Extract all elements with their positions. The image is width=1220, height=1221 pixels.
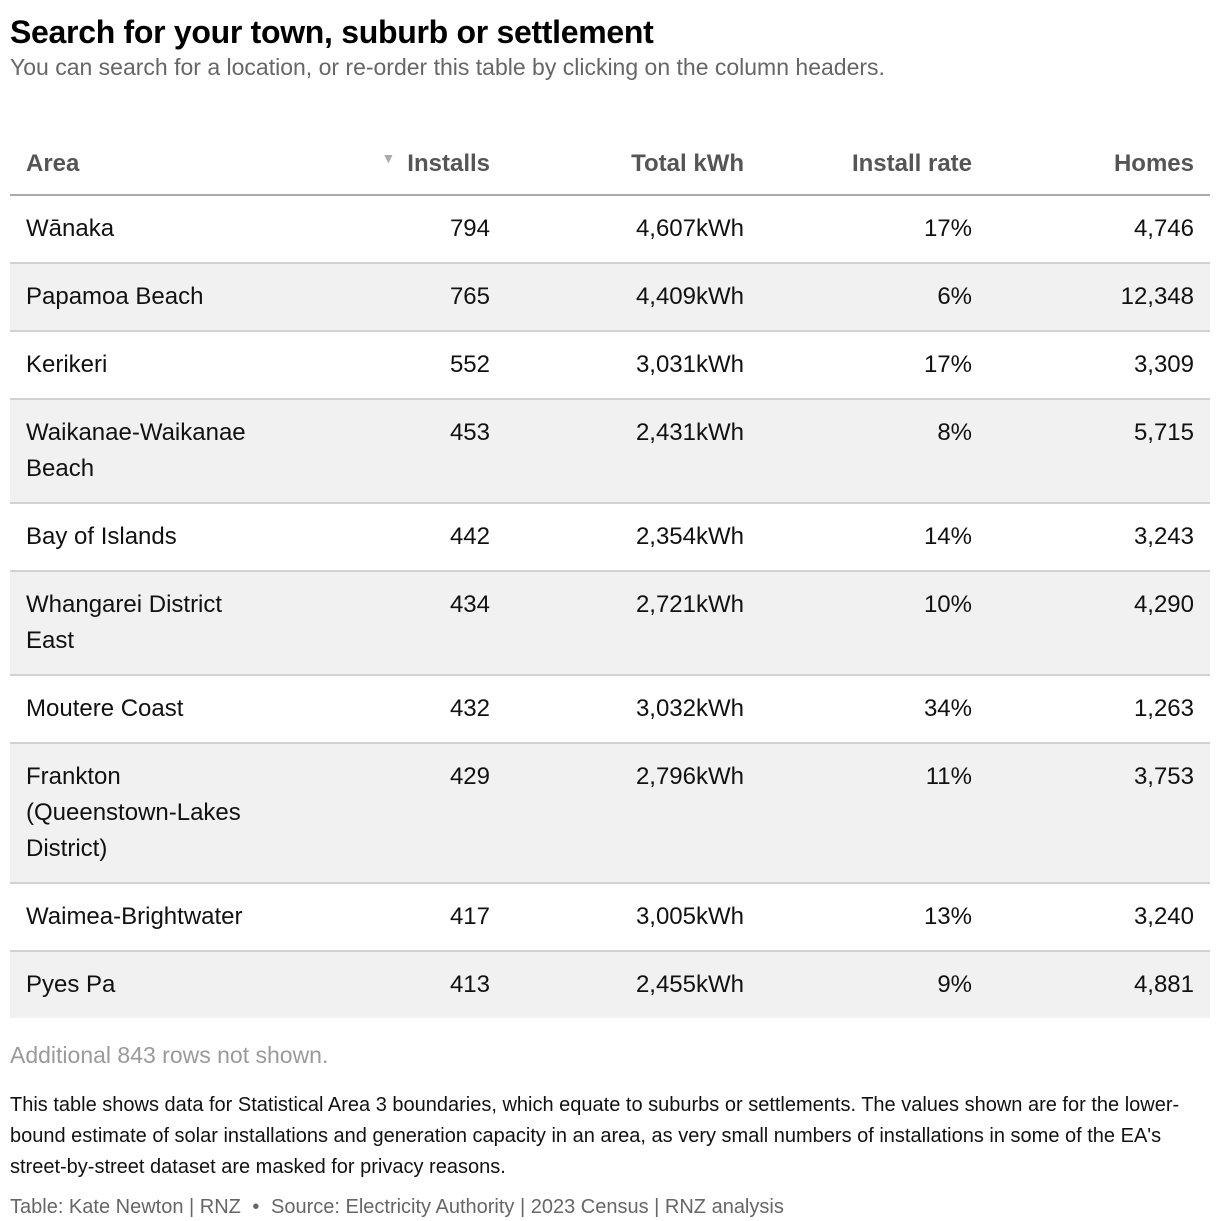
column-header-installs[interactable]: ▼ Installs (280, 134, 506, 196)
cell-install-rate: 9% (760, 951, 988, 1018)
cell-area: Wānaka (10, 195, 280, 264)
source-line: Table: Kate Newton | RNZ • Source: Elect… (10, 1193, 1210, 1221)
cell-install-rate: 14% (760, 503, 988, 572)
cell-total-kwh: 2,796kWh (506, 743, 760, 884)
cell-installs: 432 (280, 675, 506, 744)
cell-installs: 417 (280, 883, 506, 952)
cell-total-kwh: 3,005kWh (506, 883, 760, 952)
cell-homes: 4,290 (988, 571, 1210, 676)
source-text: Source: Electricity Authority | 2023 Cen… (271, 1196, 784, 1218)
more-rows-note: Additional 843 rows not shown. (10, 1042, 329, 1068)
cell-installs: 453 (280, 399, 506, 504)
cell-total-kwh: 3,032kWh (506, 675, 760, 744)
page-subtitle: You can search for a location, or re-ord… (10, 54, 885, 80)
credit-text: Table: Kate Newton | RNZ (10, 1196, 241, 1218)
cell-total-kwh: 2,455kWh (506, 951, 760, 1018)
cell-installs: 552 (280, 331, 506, 400)
table-row: Kerikeri 552 3,031kWh 17% 3,309 (10, 331, 1210, 400)
cell-total-kwh: 4,409kWh (506, 263, 760, 332)
cell-homes: 4,746 (988, 195, 1210, 264)
cell-total-kwh: 2,354kWh (506, 503, 760, 572)
cell-installs: 413 (280, 951, 506, 1018)
cell-area: Waikanae-Waikanae Beach (10, 399, 280, 504)
cell-installs: 794 (280, 195, 506, 264)
cell-installs: 442 (280, 503, 506, 572)
cell-homes: 3,243 (988, 503, 1210, 572)
column-header-area[interactable]: Area (10, 134, 280, 196)
cell-total-kwh: 2,721kWh (506, 571, 760, 676)
cell-area: Bay of Islands (10, 503, 280, 572)
table-header-row: Area ▼ Installs Total kWh Install rate Ho… (10, 134, 1210, 196)
column-header-total-kwh[interactable]: Total kWh (506, 134, 760, 196)
table-row: Bay of Islands 442 2,354kWh 14% 3,243 (10, 503, 1210, 572)
column-header-label: Area (26, 150, 80, 177)
cell-homes: 12,348 (988, 263, 1210, 332)
cell-homes: 3,753 (988, 743, 1210, 884)
cell-install-rate: 34% (760, 675, 988, 744)
cell-installs: 429 (280, 743, 506, 884)
cell-total-kwh: 4,607kWh (506, 195, 760, 264)
cell-install-rate: 10% (760, 571, 988, 676)
table-widget: Search for your town, suburb or settleme… (10, 12, 1210, 1221)
column-header-label: Total kWh (631, 150, 744, 177)
table-row: Whangarei District East 434 2,721kWh 10% 4,2… (10, 571, 1210, 676)
table-row: Waimea-Brightwater 417 3,005kWh 13% 3,240 (10, 883, 1210, 952)
cell-total-kwh: 2,431kWh (506, 399, 760, 504)
table-row: Pyes Pa 413 2,455kWh 9% 4,881 (10, 951, 1210, 1018)
cell-area: Pyes Pa (10, 951, 280, 1018)
separator-dot: • (252, 1196, 260, 1218)
table-row: Waikanae-Waikanae Beach 453 2,431kWh 8% 5,71… (10, 399, 1210, 504)
cell-area: Papamoa Beach (10, 263, 280, 332)
cell-installs: 434 (280, 571, 506, 676)
cell-install-rate: 8% (760, 399, 988, 504)
table-row: Frankton (Queenstown-Lakes District) 429 2… (10, 743, 1210, 884)
column-header-label: Install rate (851, 150, 972, 177)
column-header-install-rate[interactable]: Install rate (760, 134, 988, 196)
page-title: Search for your town, suburb or settleme… (10, 14, 654, 50)
cell-area: Kerikeri (10, 331, 280, 400)
cell-install-rate: 13% (760, 883, 988, 952)
column-header-label: Homes (1113, 150, 1194, 177)
data-table: Area ▼ Installs Total kWh Install rate Ho… (10, 134, 1210, 1018)
cell-homes: 4,881 (988, 951, 1210, 1018)
cell-area: Moutere Coast (10, 675, 280, 744)
cell-homes: 1,263 (988, 675, 1210, 744)
column-header-homes[interactable]: Homes (988, 134, 1210, 196)
table-row: Wānaka 794 4,607kWh 17% 4,746 (10, 195, 1210, 264)
table-notes: This table shows data for Statistical Ar… (10, 1094, 1180, 1178)
sort-descending-icon: ▼ (381, 150, 396, 166)
cell-installs: 765 (280, 263, 506, 332)
column-header-label: Installs (407, 150, 490, 177)
table-row: Moutere Coast 432 3,032kWh 34% 1,263 (10, 675, 1210, 744)
cell-homes: 5,715 (988, 399, 1210, 504)
cell-install-rate: 6% (760, 263, 988, 332)
cell-install-rate: 17% (760, 195, 988, 264)
cell-homes: 3,309 (988, 331, 1210, 400)
table-row: Papamoa Beach 765 4,409kWh 6% 12,348 (10, 263, 1210, 332)
table-body: Wānaka 794 4,607kWh 17% 4,746 Papamoa Beach 76… (10, 195, 1210, 1018)
cell-install-rate: 17% (760, 331, 988, 400)
cell-install-rate: 11% (760, 743, 988, 884)
cell-total-kwh: 3,031kWh (506, 331, 760, 400)
cell-area: Frankton (Queenstown-Lakes District) (10, 743, 280, 884)
cell-homes: 3,240 (988, 883, 1210, 952)
cell-area: Waimea-Brightwater (10, 883, 280, 952)
cell-area: Whangarei District East (10, 571, 280, 676)
